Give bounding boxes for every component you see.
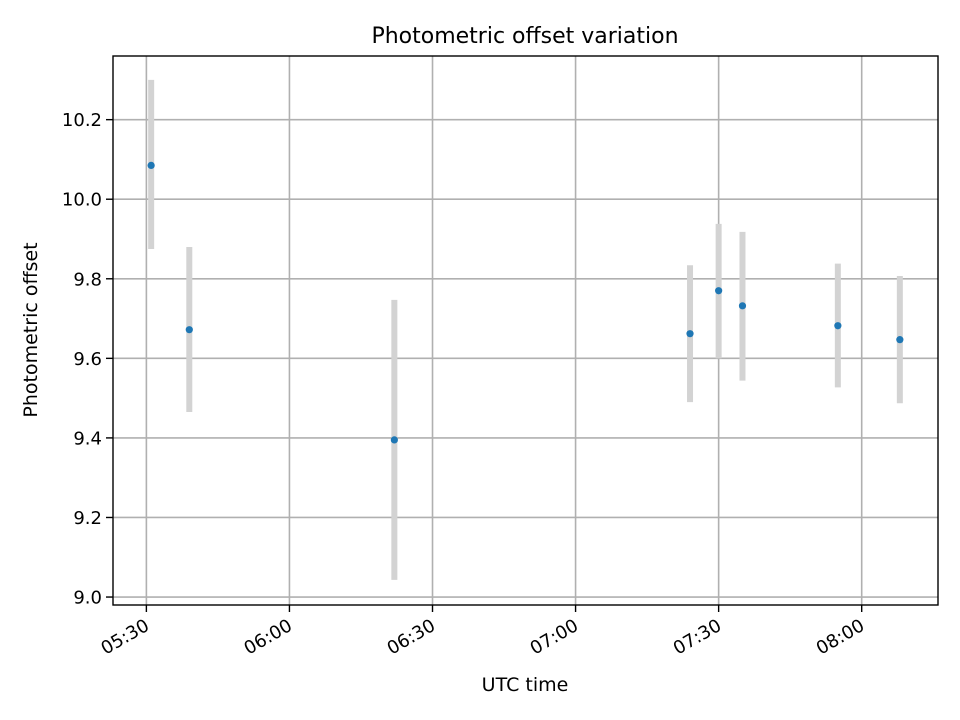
y-tick-label: 9.4: [73, 428, 102, 449]
y-tick-label: 9.6: [73, 349, 102, 370]
y-tick-label: 9.8: [73, 269, 102, 290]
y-axis-ticks: 9.0 9.2 9.4 9.6 9.8 10.0 10.2: [62, 110, 113, 609]
x-axis-label: UTC time: [482, 674, 569, 696]
y-tick-label: 9.0: [73, 588, 102, 609]
chart-title: Photometric offset variation: [371, 24, 678, 49]
data-point: [390, 436, 398, 444]
data-point: [715, 287, 723, 295]
y-axis-label: Photometric offset: [20, 242, 42, 417]
y-tick-label: 9.2: [73, 508, 102, 529]
data-point: [834, 322, 842, 330]
data-point: [185, 326, 193, 334]
y-tick-label: 10.0: [62, 190, 102, 211]
data-point: [686, 330, 694, 338]
data-point: [738, 302, 747, 310]
plot-frame: [112, 55, 939, 606]
data-points: [147, 161, 904, 444]
data-point: [896, 336, 904, 344]
y-tick-label: 10.2: [62, 110, 102, 131]
data-point: [147, 161, 155, 170]
